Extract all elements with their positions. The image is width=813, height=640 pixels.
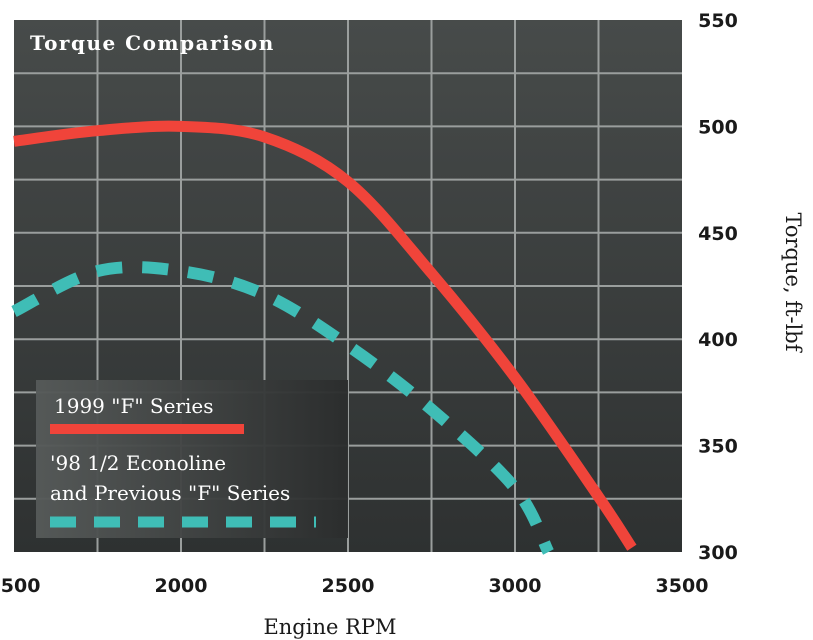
x-tick-label: 2000: [155, 575, 208, 597]
y-tick-label: 400: [698, 329, 738, 351]
y-tick-label: 450: [698, 223, 738, 245]
legend-label-series-1: 1999 "F" Series: [54, 394, 213, 418]
y-axis-label: Torque, ft-lbf: [781, 212, 805, 353]
y-tick-label: 500: [698, 116, 738, 138]
x-tick-label: 3000: [489, 575, 542, 597]
series-line-1999-f-series: [13, 120, 637, 551]
legend-label-series-2-line-1: '98 1/2 Econoline: [50, 451, 226, 475]
chart-title: Torque Comparison: [30, 31, 275, 55]
legend-background: [36, 380, 348, 538]
legend: 1999 "F" Series '98 1/2 Econoline and Pr…: [36, 380, 348, 538]
x-axis-ticks: 1500 2000 2500 3000 3500: [0, 575, 708, 597]
y-tick-label: 300: [698, 542, 738, 564]
y-tick-label: 550: [698, 10, 738, 32]
x-tick-label: 2500: [322, 575, 375, 597]
y-tick-label: 350: [698, 436, 738, 458]
y-axis-ticks: 300 350 400 450 500 550: [698, 10, 738, 564]
x-tick-label: 1500: [0, 575, 40, 597]
series-line-98-econoline: [11, 261, 554, 555]
x-tick-label: 3500: [656, 575, 709, 597]
x-axis-label: Engine RPM: [263, 615, 396, 639]
legend-label-series-2-line-2: and Previous "F" Series: [50, 481, 290, 505]
series-lines: [11, 120, 637, 555]
